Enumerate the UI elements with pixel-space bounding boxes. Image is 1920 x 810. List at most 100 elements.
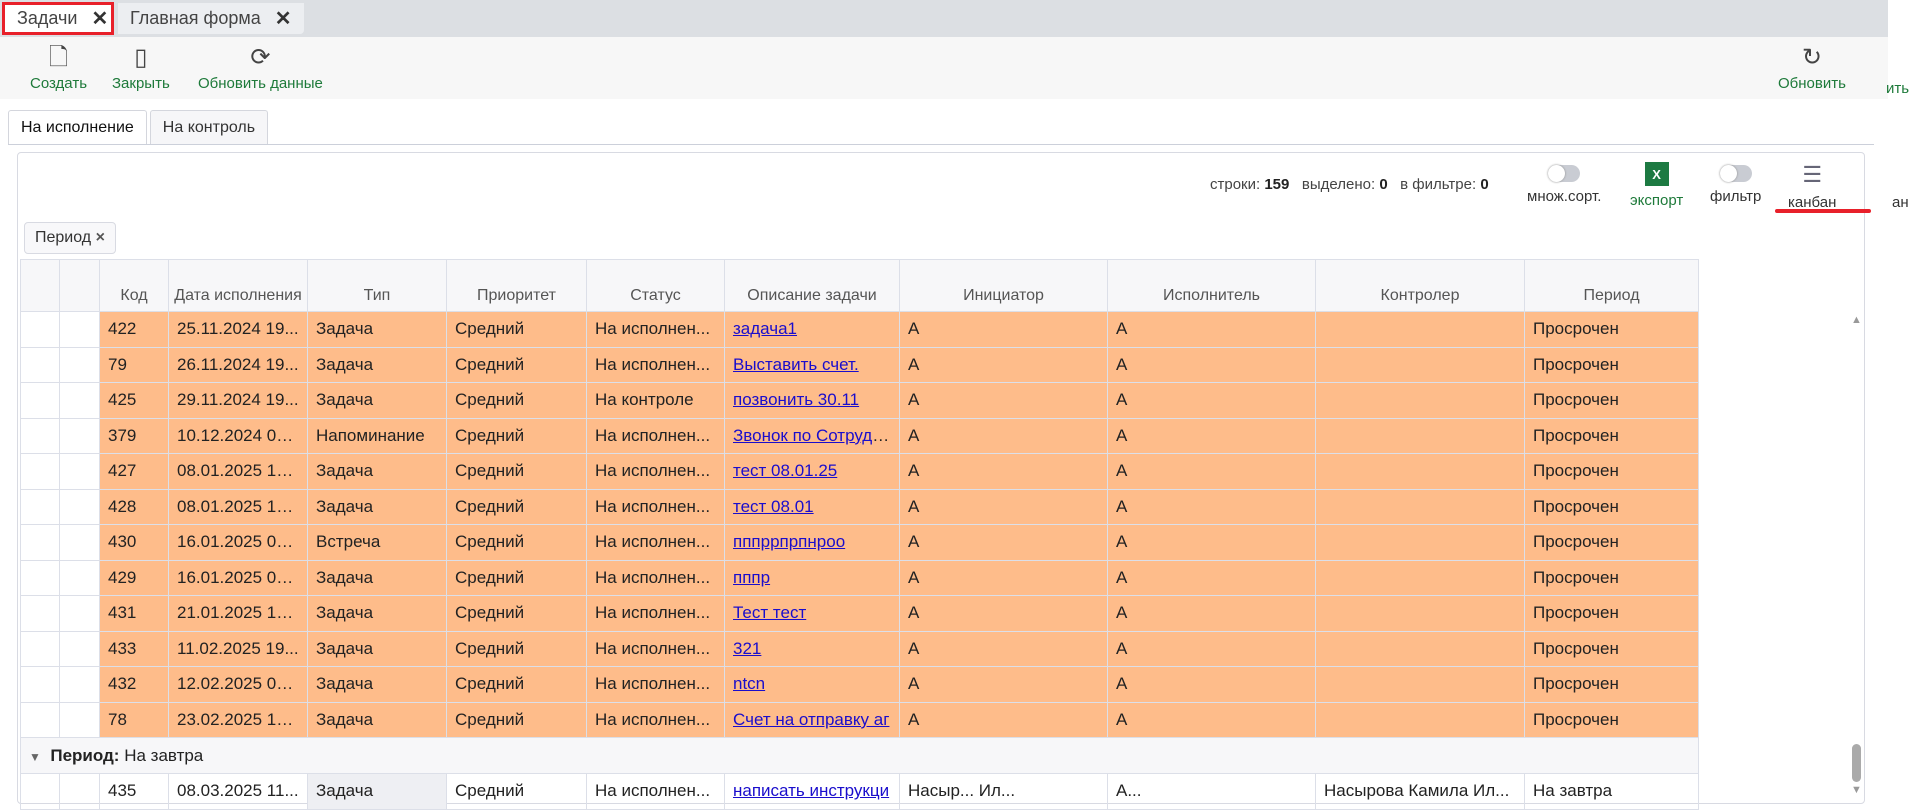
refresh-data-button[interactable]: ⟳ Обновить данные (198, 45, 323, 93)
select-cell[interactable] (59, 595, 100, 632)
group-chip-period[interactable]: Период × (24, 222, 116, 254)
select-cell[interactable] (59, 773, 100, 810)
tab-in-progress[interactable]: На исполнение (8, 110, 147, 145)
select-cell[interactable] (59, 701, 100, 738)
doc-tab-tasks[interactable]: Задачи ✕ (2, 2, 114, 35)
select-cell[interactable] (59, 488, 100, 525)
task-link[interactable]: Тест тест (733, 603, 807, 623)
close-button[interactable]: ▯ Закрыть (112, 45, 170, 93)
create-label: Создать (30, 75, 88, 92)
cell-date: 08.01.2025 14... (168, 488, 308, 525)
toggle-switch[interactable] (1719, 165, 1752, 182)
refresh-button[interactable]: ↻ Обновить (1778, 45, 1846, 93)
cell-date: 23.02.2025 19... (168, 701, 308, 738)
group-value: На завтра (124, 745, 204, 765)
task-link[interactable]: пппр (733, 567, 771, 587)
task-link[interactable]: 321 (733, 638, 762, 658)
multisort-toggle[interactable]: множ.сорт. (1527, 165, 1601, 205)
task-link[interactable]: позвонить 30.11 (733, 390, 860, 410)
filter-toggle[interactable]: фильтр (1710, 165, 1761, 205)
table-row[interactable]: 435 08.03.2025 11... Задача Средний На испол… (20, 773, 1699, 810)
cell-status: На исполнен... (586, 630, 725, 667)
cell-priority: Средний (446, 666, 587, 703)
cell-type: Задача (307, 488, 447, 525)
table-row[interactable]: 422 25.11.2024 19... Задача Средний На испол… (20, 311, 1699, 348)
table-row[interactable]: 425 29.11.2024 19... Задача Средний На контр… (20, 382, 1699, 419)
col-executor[interactable]: Исполнитель (1107, 259, 1316, 312)
group-cell[interactable]: ▼ Период: На завтра (20, 737, 1699, 774)
group-label: Период: (50, 745, 120, 765)
task-link[interactable]: написать инструкци (733, 781, 890, 801)
table-row[interactable]: 79 26.11.2024 19... Задача Средний На исполн… (20, 346, 1699, 383)
task-link[interactable]: Звонок по Сотрудни (733, 425, 892, 445)
kanban-button[interactable]: ☰ канбан (1788, 162, 1836, 211)
task-link[interactable]: тест 08.01.25 (733, 461, 838, 481)
cell-priority: Средний (446, 595, 587, 632)
select-cell[interactable] (59, 630, 100, 667)
expand-cell (20, 311, 60, 348)
task-link[interactable]: Выставить счет. (733, 354, 859, 374)
task-link[interactable]: Счет на отправку аг (733, 709, 890, 729)
cell-desc: ntcn (724, 666, 900, 703)
col-initiator[interactable]: Инициатор (899, 259, 1108, 312)
cell-exec: А (1107, 417, 1316, 454)
table-row[interactable]: 431 21.01.2025 19... Задача Средний На испол… (20, 595, 1699, 632)
table-row[interactable]: 379 10.12.2024 08... Напоминание Средний На … (20, 417, 1699, 454)
close-icon[interactable]: × (95, 229, 105, 246)
col-code[interactable]: Код (99, 259, 169, 312)
table-row[interactable]: 78 23.02.2025 19... Задача Средний На исполн… (20, 701, 1699, 738)
collapse-icon[interactable]: ▼ (29, 749, 41, 764)
cell-type: Задача (307, 595, 447, 632)
select-cell[interactable] (59, 453, 100, 490)
cell-type: Задача (307, 666, 447, 703)
col-controller[interactable]: Контролер (1315, 259, 1525, 312)
task-link[interactable]: пппррпрпнроо (733, 532, 846, 552)
select-cell[interactable] (59, 346, 100, 383)
cell-status: На исполнен... (586, 701, 725, 738)
close-icon[interactable]: ✕ (274, 8, 292, 30)
cell-ctrl (1315, 488, 1525, 525)
col-status[interactable]: Статус (586, 259, 725, 312)
col-period[interactable]: Период (1524, 259, 1699, 312)
cell-desc: Тест тест (724, 595, 900, 632)
close-icon[interactable]: ✕ (91, 8, 109, 30)
col-description[interactable]: Описание задачи (724, 259, 900, 312)
table-row[interactable]: 433 11.02.2025 19... Задача Средний На испол… (20, 630, 1699, 667)
task-link[interactable]: задача1 (733, 319, 798, 339)
table-row[interactable]: 429 16.01.2025 08... Задача Средний На испол… (20, 559, 1699, 596)
select-cell[interactable] (59, 666, 100, 703)
select-cell[interactable] (59, 311, 100, 348)
cell-date: 08.03.2025 11... (168, 773, 308, 810)
table-row[interactable]: 428 08.01.2025 14... Задача Средний На испол… (20, 488, 1699, 525)
rows-count: 159 (1264, 176, 1290, 193)
task-link[interactable]: ntcn (733, 674, 766, 694)
create-button[interactable]: 🗋 Создать (30, 45, 88, 93)
tab-on-control[interactable]: На контроль (149, 110, 269, 144)
table-row[interactable]: 427 08.01.2025 13... Задача Средний На испол… (20, 453, 1699, 490)
table-row[interactable]: 430 16.01.2025 08... Встреча Средний На испо… (20, 524, 1699, 561)
select-cell[interactable] (59, 524, 100, 561)
cell-desc: Счет на отправку аг (724, 701, 900, 738)
export-label: экспорт (1630, 192, 1684, 209)
scroll-down-icon[interactable]: ▼ (1851, 784, 1862, 796)
col-type[interactable]: Тип (307, 259, 447, 312)
vertical-scrollbar[interactable]: ▲ ▼ (1850, 310, 1862, 800)
scroll-up-icon[interactable]: ▲ (1851, 314, 1862, 326)
cell-priority: Средний (446, 453, 587, 490)
subtabs: На исполнение На контроль (8, 110, 269, 145)
excel-icon: X (1644, 162, 1669, 186)
group-row[interactable]: ▼ Период: На завтра (20, 737, 1699, 774)
cell-status: На исполнен... (586, 559, 725, 596)
scrollbar-thumb[interactable] (1852, 744, 1861, 782)
table-row[interactable]: 432 12.02.2025 04... Задача Средний На испол… (20, 666, 1699, 703)
task-link[interactable]: тест 08.01 (733, 496, 814, 516)
select-cell[interactable] (59, 559, 100, 596)
select-cell[interactable] (59, 382, 100, 419)
col-priority[interactable]: Приоритет (446, 259, 587, 312)
cell-date: 10.12.2024 08... (168, 417, 308, 454)
toggle-switch[interactable] (1548, 165, 1581, 182)
doc-tab-main-form[interactable]: Главная форма ✕ (118, 3, 304, 34)
col-date[interactable]: Дата исполнения (168, 259, 308, 312)
select-cell[interactable] (59, 417, 100, 454)
